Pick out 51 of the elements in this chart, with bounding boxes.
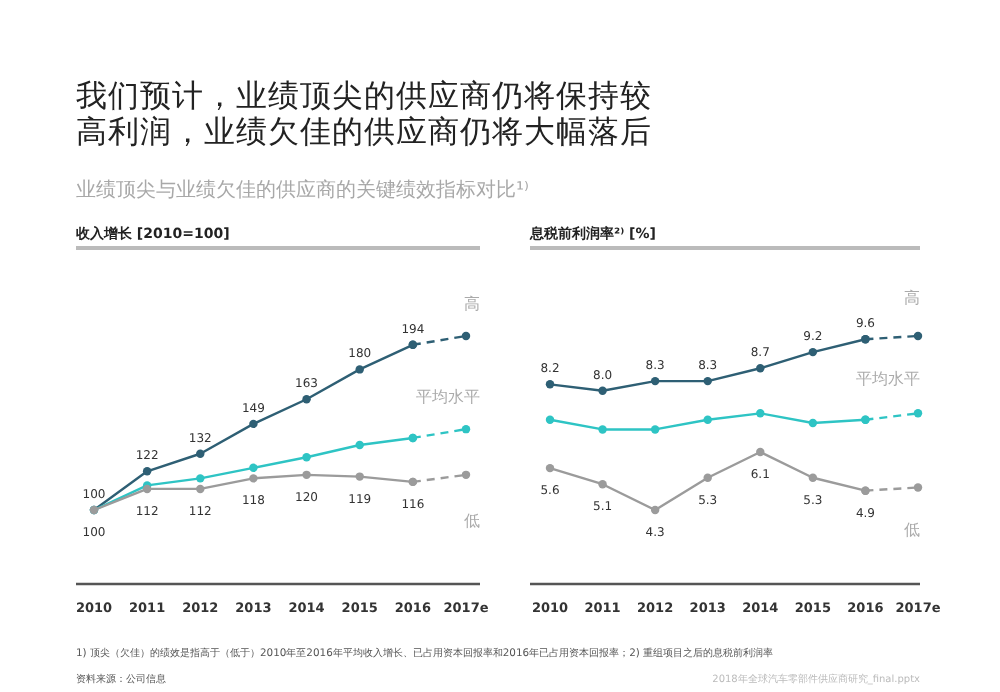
point: [650, 376, 660, 386]
point: [355, 440, 364, 450]
point: [408, 433, 418, 443]
series-label: 平均水平: [416, 387, 480, 406]
point: [249, 419, 258, 429]
point: [808, 418, 818, 428]
text: 业绩顶尖与业绩欠佳的供应商的关键绩效指标对比¹⁾: [76, 178, 529, 202]
point: [142, 467, 152, 476]
point: [808, 473, 818, 482]
point: [703, 415, 712, 424]
point: [703, 473, 712, 482]
point: [302, 395, 311, 404]
point: [913, 331, 923, 341]
point: [355, 472, 364, 481]
point: [861, 486, 870, 495]
point: [913, 409, 923, 418]
series-label: 平均水平: [856, 369, 920, 388]
point: [196, 484, 205, 494]
point: [302, 470, 311, 480]
point: [408, 477, 418, 487]
point: [756, 364, 765, 373]
point: [249, 474, 258, 483]
point: [355, 365, 364, 374]
point: [196, 474, 205, 483]
point: [756, 409, 765, 418]
text: 高: [464, 294, 480, 313]
point: [598, 425, 607, 434]
point: [408, 340, 418, 349]
point: [545, 463, 555, 473]
point: [598, 386, 607, 395]
point: [545, 380, 555, 389]
text: 低: [464, 511, 480, 530]
point: [461, 424, 471, 434]
text: 低: [904, 520, 920, 539]
point: [302, 453, 311, 462]
point: [861, 415, 870, 424]
point: [545, 415, 555, 424]
point: [249, 463, 258, 473]
point: [650, 505, 660, 515]
point: [598, 480, 607, 489]
point: [461, 331, 471, 341]
point: [808, 347, 818, 357]
text: 我们预计，业绩顶尖的供应商仍将保持较高利润，业绩欠佳的供应商仍将大幅落后: [76, 78, 652, 150]
point: [461, 470, 471, 480]
point: [650, 425, 660, 434]
text: 高: [904, 289, 920, 308]
point: [756, 447, 765, 457]
point: [703, 376, 712, 386]
point: [861, 335, 870, 344]
point: [913, 483, 923, 492]
point: [196, 449, 205, 458]
